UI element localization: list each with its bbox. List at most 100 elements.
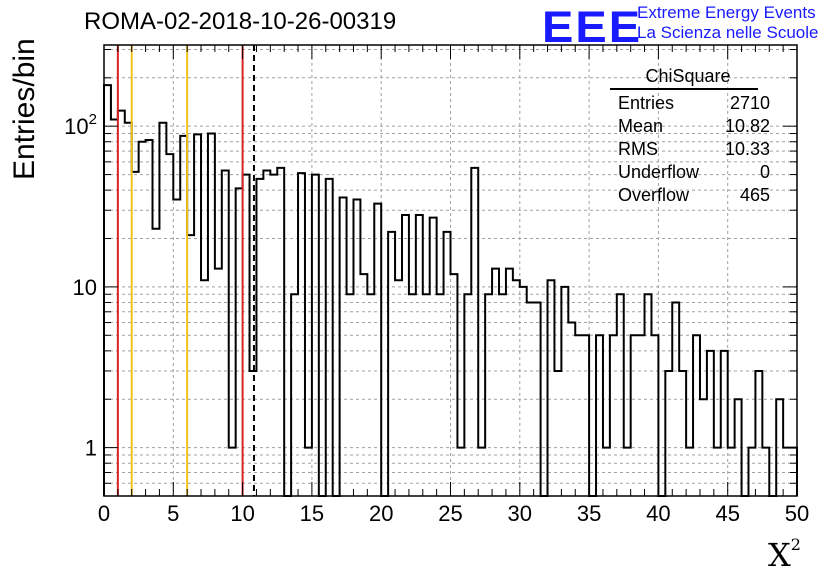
histogram-bin	[672, 302, 679, 496]
stats-label: Mean	[618, 116, 664, 136]
histogram-bin	[104, 85, 111, 496]
histogram-bin	[402, 215, 409, 496]
chart-title: ROMA-02-2018-10-26-00319	[84, 8, 397, 35]
stats-box: ChiSquare Entries 2710 Mean 10.82 RMS 10.33…	[610, 66, 778, 207]
histogram-bin	[714, 448, 721, 496]
histogram-bin	[735, 399, 742, 496]
histogram-bin	[312, 175, 319, 496]
stats-value: 465	[739, 185, 770, 205]
histogram-bin	[243, 175, 250, 496]
histogram-bin	[464, 294, 471, 496]
histogram-bin	[478, 448, 485, 496]
stats-label: Entries	[618, 93, 675, 113]
histogram-bin	[548, 280, 555, 496]
histogram-bin	[146, 140, 153, 496]
histogram-bin	[409, 294, 416, 496]
x-tick-label: 20	[369, 501, 393, 526]
histogram-bin	[132, 172, 139, 496]
y-tick-label: 10	[73, 275, 97, 300]
histogram-bin	[596, 335, 603, 496]
histogram-bin	[700, 399, 707, 496]
x-tick-label: 30	[508, 501, 532, 526]
histogram-bin	[492, 269, 499, 496]
histogram-bin	[755, 371, 762, 496]
histogram-bin	[125, 123, 132, 496]
histogram-bin	[707, 351, 714, 496]
histogram-bin	[693, 335, 700, 496]
stats-value: 10.82	[724, 116, 770, 136]
histogram-bin	[222, 170, 229, 496]
histogram-bin	[444, 232, 451, 496]
stats-value: 2710	[729, 93, 770, 113]
histogram-bin	[527, 302, 534, 496]
logo-line-2: La Scienza nelle Scuole	[637, 23, 819, 42]
histogram-bin	[499, 294, 506, 496]
x-axis-label-base: X	[768, 536, 791, 574]
histogram-bin	[111, 120, 118, 496]
histogram-bin	[485, 294, 492, 496]
stats-row-mean: Mean 10.82	[610, 115, 778, 138]
histogram-bin	[603, 448, 610, 496]
histogram-bin	[430, 218, 437, 496]
histogram-bin	[347, 294, 354, 496]
histogram-bin	[395, 280, 402, 496]
x-tick-label: 35	[577, 501, 601, 526]
histogram-bin	[187, 235, 194, 496]
stats-label: Underflow	[618, 162, 700, 182]
histogram-bin	[229, 448, 236, 496]
x-tick-label: 5	[167, 501, 179, 526]
histogram-bin	[353, 199, 360, 496]
histogram-bin	[326, 179, 333, 496]
eee-logo-text: Extreme Energy Events La Scienza nelle S…	[637, 3, 818, 43]
x-tick-label: 25	[438, 501, 462, 526]
histogram-bin	[291, 294, 298, 496]
histogram-bin	[645, 294, 652, 496]
histogram-bin	[451, 274, 458, 496]
logo-line-1: Extreme Energy Events	[637, 3, 816, 22]
histogram-bin	[263, 170, 270, 496]
histogram-bin	[208, 134, 215, 496]
histogram-bin	[270, 175, 277, 496]
histogram-bin	[166, 154, 173, 496]
eee-logo: EEE	[542, 0, 643, 52]
histogram-bin	[638, 335, 645, 496]
histogram-bin	[173, 199, 180, 496]
histogram-bin	[513, 280, 520, 496]
histogram-bin	[506, 269, 513, 496]
histogram-bin	[277, 168, 284, 496]
histogram-bin	[631, 335, 638, 496]
histogram-bin	[388, 232, 395, 496]
x-tick-label: 0	[98, 501, 110, 526]
histogram-bin	[610, 335, 617, 496]
histogram-bin	[776, 399, 783, 496]
histogram-bin	[118, 111, 125, 496]
histogram-bin	[437, 294, 444, 496]
histogram-bin	[180, 136, 187, 496]
histogram-bin	[679, 371, 686, 496]
histogram-bin	[416, 215, 423, 496]
histogram-bin	[256, 179, 263, 496]
y-axis-label: Entries/bin	[8, 38, 41, 180]
y-tick-label: 102	[64, 111, 97, 139]
histogram-bin	[305, 448, 312, 496]
histogram-bin	[374, 204, 381, 496]
histogram-bin	[236, 188, 243, 496]
histogram-bin	[728, 448, 735, 496]
stats-row-entries: Entries 2710	[610, 92, 778, 115]
y-tick-label: 1	[85, 436, 97, 461]
histogram-bin	[624, 448, 631, 496]
stats-row-overflow: Overflow 465	[610, 184, 778, 207]
histogram-bin	[575, 335, 582, 496]
stats-value: 10.33	[724, 139, 770, 159]
histogram-bin	[360, 274, 367, 496]
histogram-bin	[471, 168, 478, 496]
histogram-bin	[651, 335, 658, 496]
x-tick-label: 50	[785, 501, 809, 526]
histogram-bin	[783, 448, 790, 496]
histogram-bin	[153, 229, 160, 496]
histogram-bin	[159, 123, 166, 496]
stats-row-underflow: Underflow 0	[610, 161, 778, 184]
histogram-bin	[194, 134, 201, 496]
histogram-bin	[568, 323, 575, 496]
